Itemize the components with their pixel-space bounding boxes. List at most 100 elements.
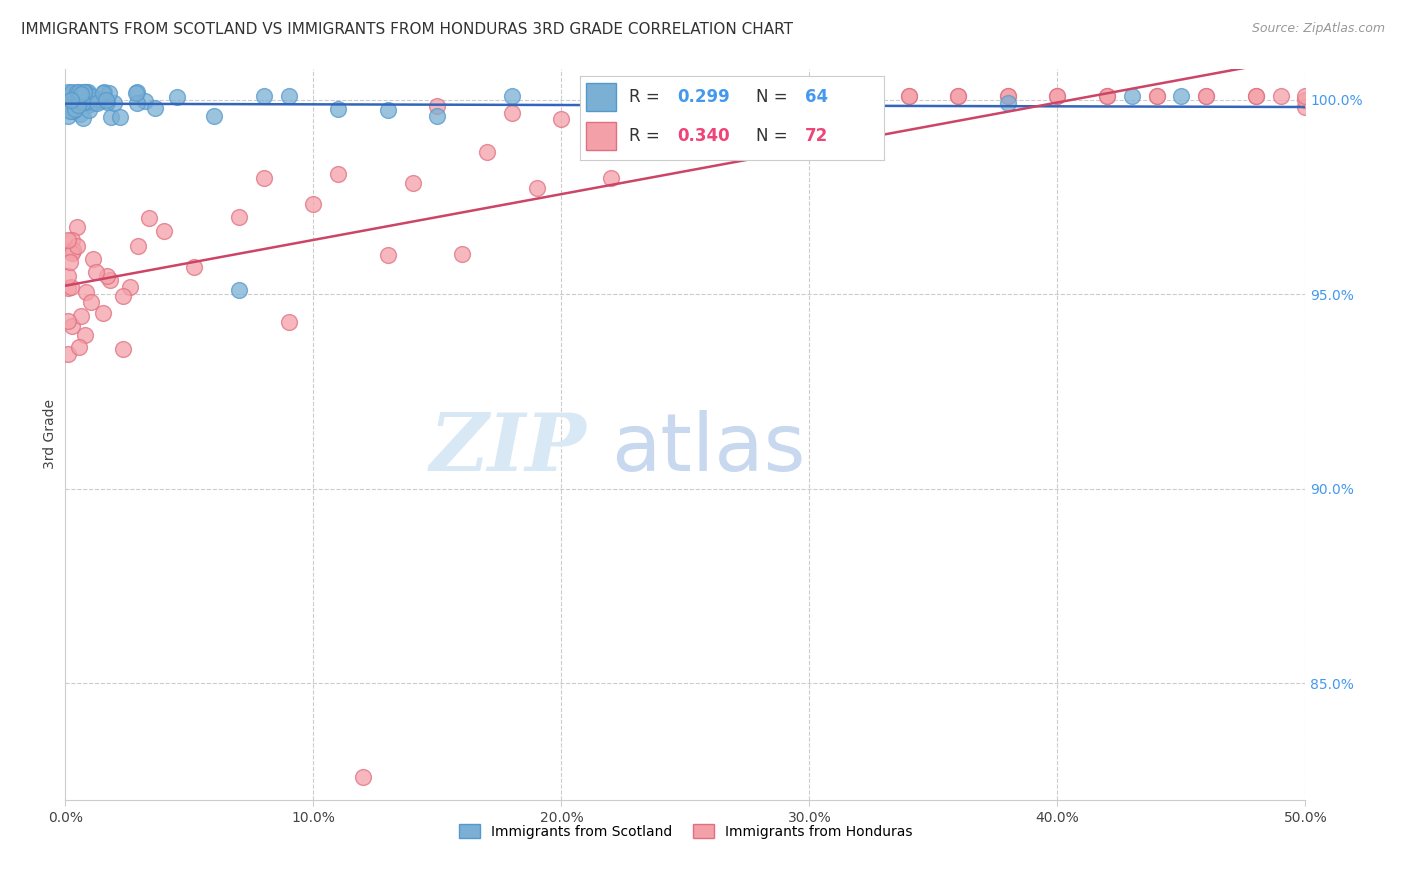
Point xyxy=(401,176,423,190)
Point xyxy=(62,96,84,111)
Text: IMMIGRANTS FROM SCOTLAND VS IMMIGRANTS FROM HONDURAS 3RD GRADE CORRELATION CHART: IMMIGRANTS FROM SCOTLAND VS IMMIGRANTS F… xyxy=(21,22,793,37)
Point xyxy=(377,248,399,262)
Point xyxy=(60,280,83,294)
Point xyxy=(1294,88,1316,103)
Point xyxy=(997,88,1019,103)
Point xyxy=(848,123,870,137)
Point xyxy=(125,86,148,100)
Point xyxy=(111,342,134,356)
Point xyxy=(699,121,721,136)
Point xyxy=(799,88,821,103)
Point xyxy=(75,285,97,299)
Point xyxy=(1121,88,1143,103)
Point xyxy=(86,265,108,279)
Point xyxy=(82,96,104,111)
Text: ZIP: ZIP xyxy=(429,410,586,488)
Point xyxy=(73,85,96,99)
Point xyxy=(91,86,114,100)
Point xyxy=(328,102,350,116)
Point xyxy=(72,112,94,126)
Point xyxy=(56,85,79,99)
Point xyxy=(253,171,276,186)
Point xyxy=(1095,88,1118,103)
Point xyxy=(65,219,87,234)
Point xyxy=(86,95,108,110)
Point xyxy=(1244,88,1267,103)
Point xyxy=(56,109,79,123)
Point xyxy=(70,309,93,323)
Point xyxy=(63,102,86,116)
Point xyxy=(62,243,84,257)
Point xyxy=(352,770,374,784)
Point xyxy=(138,211,160,225)
Point xyxy=(501,88,523,103)
Point xyxy=(650,140,672,154)
Point xyxy=(799,88,821,103)
Text: Source: ZipAtlas.com: Source: ZipAtlas.com xyxy=(1251,22,1385,36)
Point xyxy=(77,97,100,112)
Point xyxy=(253,88,276,103)
Point xyxy=(134,94,156,108)
Point xyxy=(100,110,122,124)
Point xyxy=(125,95,148,110)
Y-axis label: 3rd Grade: 3rd Grade xyxy=(44,400,58,469)
Point xyxy=(377,103,399,118)
Point xyxy=(75,85,97,99)
Point xyxy=(897,88,920,103)
Point xyxy=(897,88,920,103)
Point xyxy=(77,103,100,117)
Point xyxy=(183,260,205,274)
Point xyxy=(93,85,115,99)
Point xyxy=(56,268,79,283)
Point xyxy=(63,92,86,106)
Point xyxy=(73,327,96,342)
Point xyxy=(1270,88,1292,103)
Point xyxy=(426,99,449,113)
Point xyxy=(748,88,770,103)
Point xyxy=(125,85,148,99)
Point xyxy=(166,90,188,104)
Point xyxy=(67,89,90,103)
Point xyxy=(75,95,97,109)
Point xyxy=(70,87,93,102)
Point xyxy=(600,88,623,103)
Point xyxy=(228,210,250,224)
Point xyxy=(1046,88,1069,103)
Point xyxy=(997,88,1019,103)
Point xyxy=(69,106,91,120)
Point xyxy=(94,94,117,108)
Point xyxy=(98,87,121,101)
Point xyxy=(60,85,83,99)
Point xyxy=(302,197,325,211)
Text: atlas: atlas xyxy=(612,410,806,488)
Point xyxy=(80,294,103,309)
Point xyxy=(66,238,89,252)
Point xyxy=(93,306,115,320)
Point xyxy=(87,92,110,106)
Point xyxy=(1294,93,1316,107)
Point xyxy=(1146,88,1168,103)
Point xyxy=(56,233,79,247)
Point xyxy=(56,347,79,361)
Point xyxy=(228,284,250,298)
Point xyxy=(948,88,970,103)
Point xyxy=(997,96,1019,111)
Point xyxy=(103,95,125,110)
Point xyxy=(82,252,104,266)
Point xyxy=(328,167,350,181)
Point xyxy=(67,85,90,99)
Point xyxy=(1195,88,1218,103)
Point xyxy=(72,95,94,109)
Point xyxy=(62,104,84,119)
Point xyxy=(67,95,90,109)
Point xyxy=(501,106,523,120)
Point xyxy=(526,181,548,195)
Point xyxy=(56,314,79,328)
Point xyxy=(96,95,118,110)
Point xyxy=(59,255,82,269)
Point xyxy=(1146,88,1168,103)
Point xyxy=(1046,88,1069,103)
Point xyxy=(60,318,83,333)
Point xyxy=(799,88,821,103)
Point xyxy=(76,85,98,99)
